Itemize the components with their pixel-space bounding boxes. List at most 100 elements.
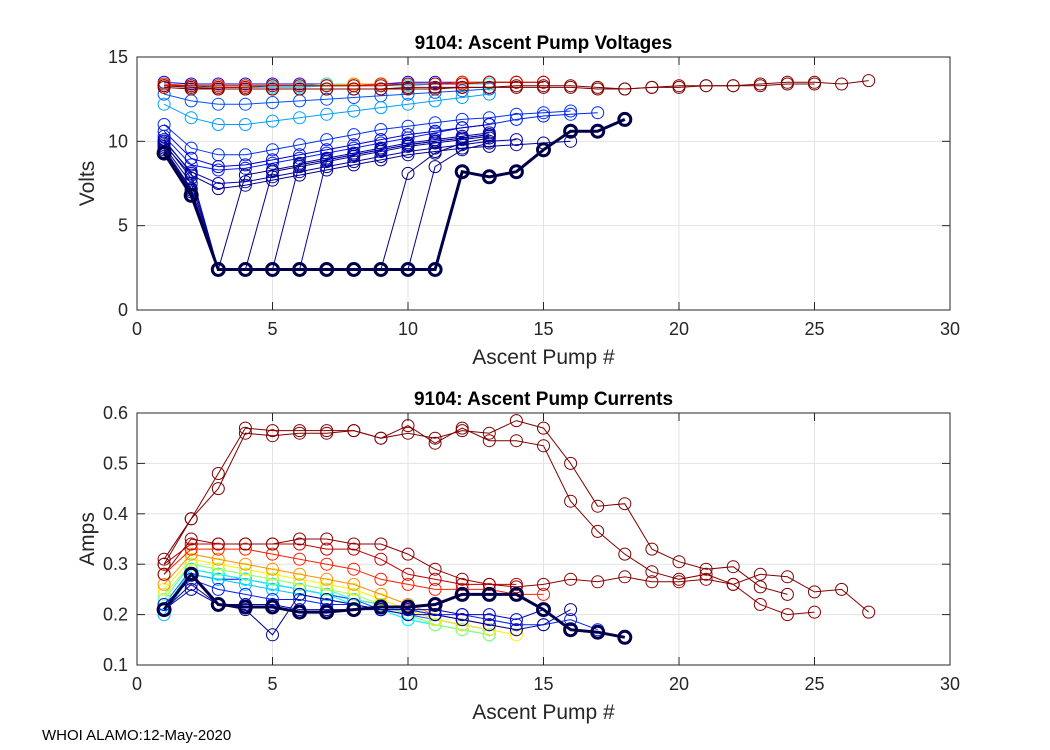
data-point xyxy=(835,77,849,91)
data-point xyxy=(401,567,415,581)
x-tick-label: 30 xyxy=(940,674,960,694)
data-point xyxy=(293,426,307,440)
data-point xyxy=(238,161,252,175)
data-point xyxy=(266,114,279,128)
data-point xyxy=(617,629,633,645)
series-24 xyxy=(156,111,633,277)
data-point xyxy=(184,532,198,546)
data-point xyxy=(157,567,171,581)
data-point xyxy=(537,75,550,89)
data-point xyxy=(238,577,252,591)
data-point xyxy=(455,136,469,150)
data-point xyxy=(537,421,550,435)
data-point xyxy=(808,605,821,619)
data-point xyxy=(482,111,496,125)
data-point xyxy=(266,572,279,586)
data-point xyxy=(210,597,226,612)
data-point xyxy=(347,141,361,155)
data-point xyxy=(374,123,388,136)
data-point xyxy=(211,542,225,556)
data-point xyxy=(509,628,523,642)
data-point xyxy=(509,623,523,637)
series-13 xyxy=(157,532,821,622)
data-point xyxy=(401,87,415,101)
data-point xyxy=(508,164,524,180)
data-point xyxy=(238,168,252,182)
data-point xyxy=(211,582,225,596)
data-point xyxy=(238,82,252,96)
data-point xyxy=(157,577,171,591)
x-tick-label: 10 xyxy=(398,674,418,694)
data-point xyxy=(753,567,767,581)
data-point xyxy=(346,602,362,618)
data-point xyxy=(428,160,442,174)
data-point xyxy=(157,118,171,131)
data-point xyxy=(320,587,334,601)
data-point xyxy=(482,426,496,440)
x-tick-label: 20 xyxy=(669,319,689,339)
data-point xyxy=(808,77,821,91)
data-point xyxy=(319,262,335,277)
data-point xyxy=(618,82,632,96)
data-point xyxy=(563,622,579,638)
data-point xyxy=(211,118,225,131)
data-point xyxy=(455,572,469,586)
data-point xyxy=(293,156,307,170)
footer-credit: WHOI ALAMO:12-May-2020 xyxy=(42,727,232,744)
series-12 xyxy=(157,77,821,96)
data-point xyxy=(184,537,198,551)
data-point xyxy=(672,555,686,569)
data-point xyxy=(211,572,225,586)
series-12 xyxy=(157,419,876,619)
data-point xyxy=(427,262,443,277)
data-point xyxy=(482,628,496,642)
data-point xyxy=(238,148,252,162)
data-point xyxy=(835,582,849,596)
data-point xyxy=(266,173,279,187)
data-point xyxy=(184,171,198,185)
data-point xyxy=(265,599,280,615)
data-point xyxy=(319,604,335,620)
data-point xyxy=(374,572,388,586)
data-point xyxy=(237,262,253,277)
data-point xyxy=(428,116,442,130)
data-point xyxy=(482,128,496,142)
series-line xyxy=(163,420,788,595)
data-point xyxy=(590,123,606,139)
series-13 xyxy=(157,106,605,177)
data-point xyxy=(157,80,171,94)
data-point xyxy=(509,618,523,632)
x-tick-label: 5 xyxy=(267,674,277,694)
data-point xyxy=(509,107,523,121)
data-point xyxy=(184,141,198,155)
series-17 xyxy=(156,566,633,645)
data-point xyxy=(293,582,307,596)
data-point xyxy=(428,608,442,622)
data-point xyxy=(320,153,334,167)
data-point xyxy=(455,77,469,91)
chart-panel-2: 0 5 10 15 20 25 30 0.1 0.2 0.3 0.4 0.5 0.6 9104: Asce… xyxy=(76,389,960,724)
data-point xyxy=(183,187,199,203)
data-point xyxy=(699,79,713,93)
data-point xyxy=(157,97,171,111)
data-point xyxy=(591,575,605,589)
data-point xyxy=(238,178,252,192)
data-point xyxy=(537,577,550,591)
data-point xyxy=(780,570,794,584)
data-point xyxy=(509,75,523,89)
data-point xyxy=(293,532,307,546)
data-point xyxy=(455,421,469,435)
data-point xyxy=(346,262,362,277)
data-point xyxy=(401,166,415,180)
x-tick-label: 25 xyxy=(804,319,824,339)
data-point xyxy=(482,618,496,632)
data-point xyxy=(184,552,198,566)
y-tick-label: 0.1 xyxy=(103,655,128,675)
data-point xyxy=(266,82,279,96)
x-tick-label: 30 xyxy=(940,319,960,339)
data-point xyxy=(266,143,279,157)
data-point xyxy=(645,575,659,589)
data-point xyxy=(238,118,252,131)
data-point xyxy=(564,603,578,617)
data-point xyxy=(428,85,442,99)
